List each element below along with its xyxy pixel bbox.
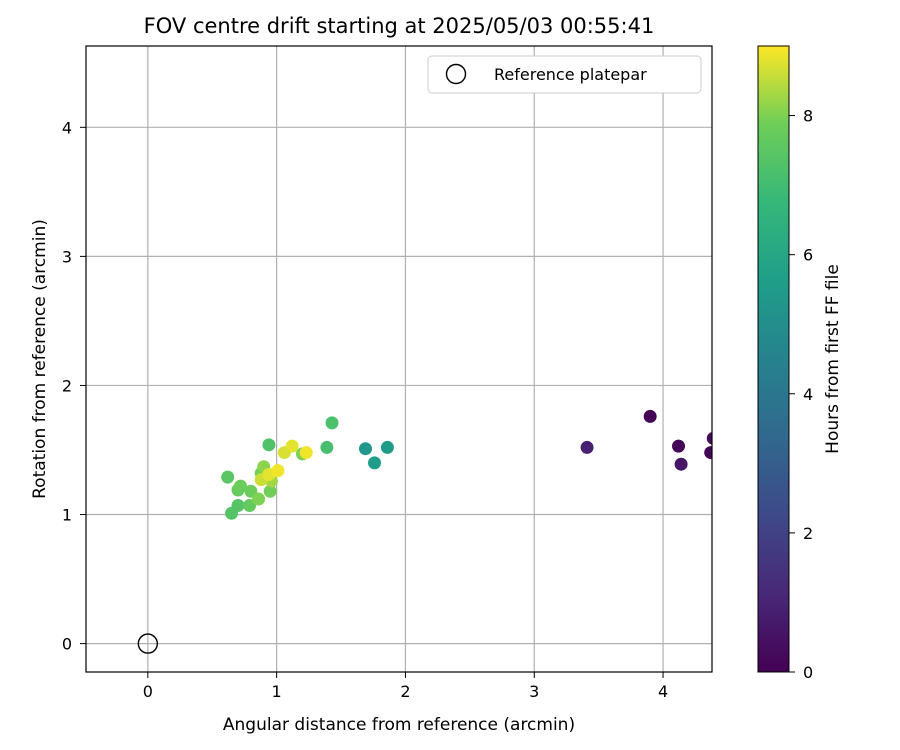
scatter-point	[299, 446, 313, 460]
scatter-point	[243, 498, 257, 512]
scatter-point	[359, 442, 373, 456]
x-tick-label: 2	[400, 682, 410, 701]
colorbar-tick-label: 6	[803, 246, 813, 265]
scatter-point	[234, 479, 248, 493]
colorbar-label: Hours from first FF file	[823, 264, 843, 454]
y-tick-label: 0	[62, 635, 72, 654]
scatter-point	[704, 446, 712, 460]
x-tick-label: 1	[272, 682, 282, 701]
scatter-point	[706, 432, 712, 445]
legend: Reference platepar	[427, 55, 702, 94]
colorbar-gradient	[757, 45, 790, 673]
chart-title: FOV centre drift starting at 2025/05/03 …	[144, 14, 655, 38]
reference-point	[137, 633, 159, 654]
colorbar-tick-label: 2	[803, 524, 813, 543]
scatter-point	[271, 464, 285, 478]
scatter-point	[263, 484, 277, 498]
colorbar-tick-label: 4	[803, 385, 813, 404]
scatter-point	[262, 438, 276, 452]
legend-box	[427, 55, 702, 94]
scatter-point	[580, 440, 594, 454]
y-tick-label: 3	[62, 247, 72, 266]
x-tick-label: 4	[658, 682, 668, 701]
y-axis-ticks: 0 1 2 3 4	[62, 118, 86, 654]
scatter-point	[221, 470, 235, 484]
data-points	[221, 409, 712, 520]
grid	[86, 46, 712, 672]
scatter-point	[380, 440, 394, 454]
plot-frame	[85, 45, 713, 673]
scatter-point	[325, 416, 339, 430]
colorbar: 0 2 4 6 8 Hours from first FF file	[757, 45, 843, 682]
scatter-point	[672, 439, 686, 453]
y-tick-label: 1	[62, 506, 72, 525]
colorbar-ticks: 0 2 4 6 8	[789, 107, 813, 682]
colorbar-tick-label: 8	[803, 107, 813, 126]
x-tick-label: 3	[529, 682, 539, 701]
scatter-point	[231, 498, 245, 512]
x-axis-label: Angular distance from reference (arcmin)	[223, 715, 575, 735]
legend-marker-icon	[445, 63, 467, 85]
scatter-point	[285, 439, 299, 453]
legend-label: Reference platepar	[494, 65, 647, 84]
x-axis-ticks: 0 1 2 3 4	[143, 672, 668, 701]
scatter-point	[674, 457, 688, 471]
y-tick-label: 2	[62, 376, 72, 395]
scatter-point	[643, 409, 657, 423]
y-tick-label: 4	[62, 118, 72, 137]
colorbar-tick-label: 0	[803, 663, 813, 682]
reference-marker	[137, 633, 159, 654]
scatter-point	[368, 456, 382, 470]
scatter-point	[252, 492, 266, 506]
x-tick-label: 0	[143, 682, 153, 701]
y-axis-label: Rotation from reference (arcmin)	[30, 219, 50, 499]
scatter-point	[320, 440, 334, 454]
